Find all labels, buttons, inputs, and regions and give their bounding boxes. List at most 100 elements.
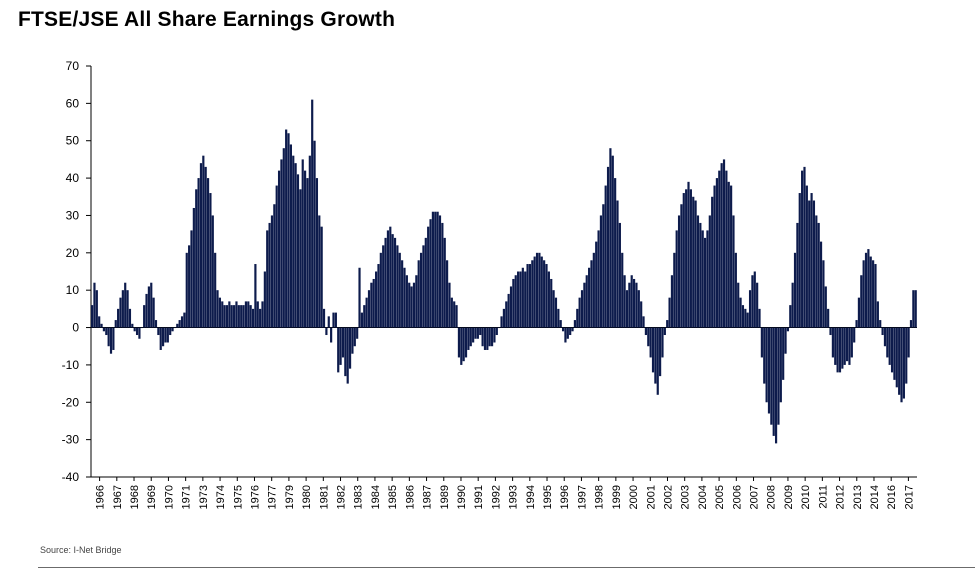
bar xyxy=(490,327,494,347)
bar xyxy=(434,211,437,328)
bar xyxy=(739,297,742,328)
bar xyxy=(401,260,404,328)
bar xyxy=(121,290,124,328)
bar xyxy=(850,327,853,358)
bar xyxy=(848,327,851,365)
bar xyxy=(696,215,700,328)
bar xyxy=(737,282,740,328)
bar xyxy=(879,320,882,328)
bar xyxy=(621,252,624,328)
bar xyxy=(694,200,697,328)
bar xyxy=(514,275,517,328)
x-tick-label: 2008 xyxy=(766,485,778,509)
bar xyxy=(95,290,98,328)
bar xyxy=(509,286,513,328)
bar xyxy=(143,305,146,328)
bar xyxy=(277,170,281,328)
bar xyxy=(419,252,423,328)
x-tick-label: 2005 xyxy=(714,485,726,509)
bar xyxy=(748,290,752,328)
bar xyxy=(576,308,579,328)
bar xyxy=(180,316,184,328)
bar xyxy=(197,178,200,328)
bar xyxy=(862,260,865,328)
bar xyxy=(358,267,361,328)
bar xyxy=(443,237,446,328)
bar xyxy=(403,267,406,328)
bar xyxy=(578,297,581,328)
bar xyxy=(571,327,574,332)
bar xyxy=(408,282,411,328)
x-tick-label: 2003 xyxy=(680,485,692,509)
bar xyxy=(905,327,908,384)
bar xyxy=(616,200,619,328)
bar xyxy=(448,282,451,328)
bar xyxy=(876,301,879,328)
bar xyxy=(756,282,759,328)
bar xyxy=(337,327,340,373)
bar xyxy=(289,144,292,328)
bar xyxy=(517,271,520,328)
bar xyxy=(803,166,806,328)
bar xyxy=(244,301,248,328)
footer-divider xyxy=(38,567,975,568)
bar xyxy=(157,327,160,336)
bar xyxy=(304,170,307,328)
bar xyxy=(860,275,863,328)
bar xyxy=(602,204,605,328)
x-tick-label: 1977 xyxy=(267,485,279,509)
bar xyxy=(301,159,304,328)
x-tick-label: 2014 xyxy=(869,485,881,509)
bar xyxy=(237,305,240,328)
bar xyxy=(559,320,562,328)
bar xyxy=(502,308,505,328)
bar xyxy=(233,305,236,328)
bar xyxy=(519,271,522,328)
bar xyxy=(150,282,153,328)
bar xyxy=(642,316,645,328)
bar xyxy=(774,327,778,444)
bar xyxy=(819,241,823,328)
bar xyxy=(765,327,768,403)
y-tick-label: -20 xyxy=(62,395,80,409)
bar xyxy=(346,327,349,384)
bar xyxy=(460,327,463,365)
bar xyxy=(176,323,179,328)
bar xyxy=(327,316,330,328)
x-tick-label: 1984 xyxy=(370,485,382,509)
x-tick-label: 1971 xyxy=(181,485,193,509)
bar xyxy=(677,215,681,328)
bar xyxy=(339,327,342,365)
bar xyxy=(306,178,309,328)
bar xyxy=(746,312,749,328)
bar xyxy=(606,166,610,328)
bar xyxy=(730,185,733,328)
x-tick-label: 1975 xyxy=(232,485,244,509)
bar xyxy=(528,264,532,328)
bar xyxy=(453,301,456,328)
x-tick-label: 1982 xyxy=(336,485,348,509)
bar xyxy=(268,222,271,328)
y-tick-label: -30 xyxy=(62,433,80,447)
bar xyxy=(377,264,380,328)
y-tick-label: 70 xyxy=(66,59,80,73)
y-tick-label: 30 xyxy=(66,208,80,222)
bar xyxy=(417,260,420,328)
bar xyxy=(382,245,385,328)
bar xyxy=(332,312,335,328)
bar xyxy=(609,148,612,328)
bar xyxy=(211,215,214,328)
bar xyxy=(699,222,702,328)
bar xyxy=(370,282,373,328)
bar xyxy=(140,327,143,329)
bar xyxy=(531,260,534,328)
bar xyxy=(808,200,811,328)
bar xyxy=(223,305,226,328)
bar xyxy=(173,327,177,329)
bar xyxy=(114,320,117,328)
bar xyxy=(495,327,498,336)
bar xyxy=(299,189,302,328)
bar xyxy=(375,271,378,328)
bar xyxy=(547,271,550,328)
bar xyxy=(469,327,472,347)
